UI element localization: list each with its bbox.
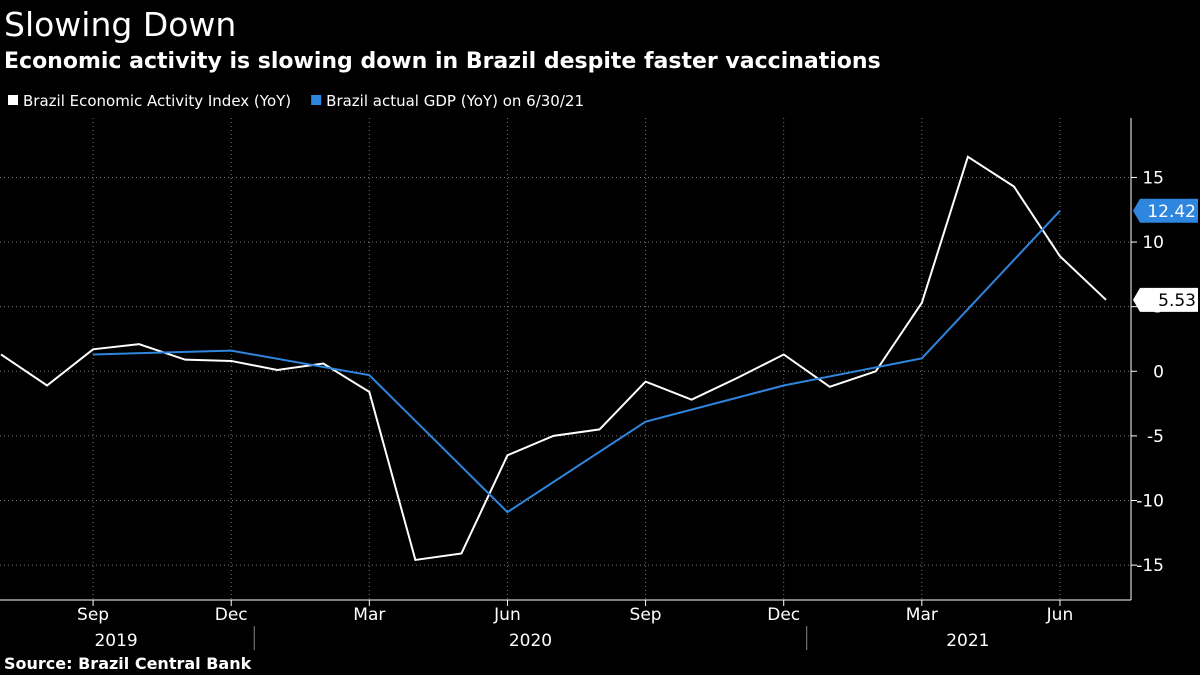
x-tick-label: Dec <box>215 605 248 625</box>
chart-title: Slowing Down <box>4 5 236 44</box>
y-tick-label: -5 <box>1147 427 1164 447</box>
legend-swatch <box>311 95 322 105</box>
x-tick-label: Mar <box>906 605 938 625</box>
y-tick-label: 15 <box>1142 168 1164 188</box>
series-line <box>93 210 1061 514</box>
x-year-label: 2021 <box>946 631 989 651</box>
x-year-label: 2020 <box>509 631 552 651</box>
end-label-box <box>1133 198 1198 223</box>
x-tick-label: Mar <box>353 605 385 625</box>
x-tick-label: Jun <box>1046 605 1074 625</box>
y-tick-label: -15 <box>1136 556 1164 576</box>
chart-subtitle: Economic activity is slowing down in Bra… <box>4 49 881 74</box>
x-tick-label: Sep <box>77 605 109 625</box>
y-tick-label: -10 <box>1136 491 1164 511</box>
legend-label: Brazil Economic Activity Index (YoY) <box>23 92 291 110</box>
y-tick-label: 0 <box>1153 362 1164 382</box>
x-tick-label: Sep <box>630 605 662 625</box>
x-tick-label: Jun <box>493 605 521 625</box>
series-line <box>0 155 1107 562</box>
end-value-label: 5.53 <box>1158 291 1196 311</box>
x-year-label: 2019 <box>94 631 137 651</box>
source: Source: Brazil Central Bank <box>4 654 252 673</box>
x-tick-label: Dec <box>767 605 800 625</box>
end-value-label: 12.42 <box>1147 202 1196 222</box>
y-tick-label: 10 <box>1142 233 1164 253</box>
end-label-box <box>1133 287 1198 312</box>
legend-label: Brazil actual GDP (YoY) on 6/30/21 <box>326 92 584 110</box>
legend-swatch <box>8 95 18 105</box>
